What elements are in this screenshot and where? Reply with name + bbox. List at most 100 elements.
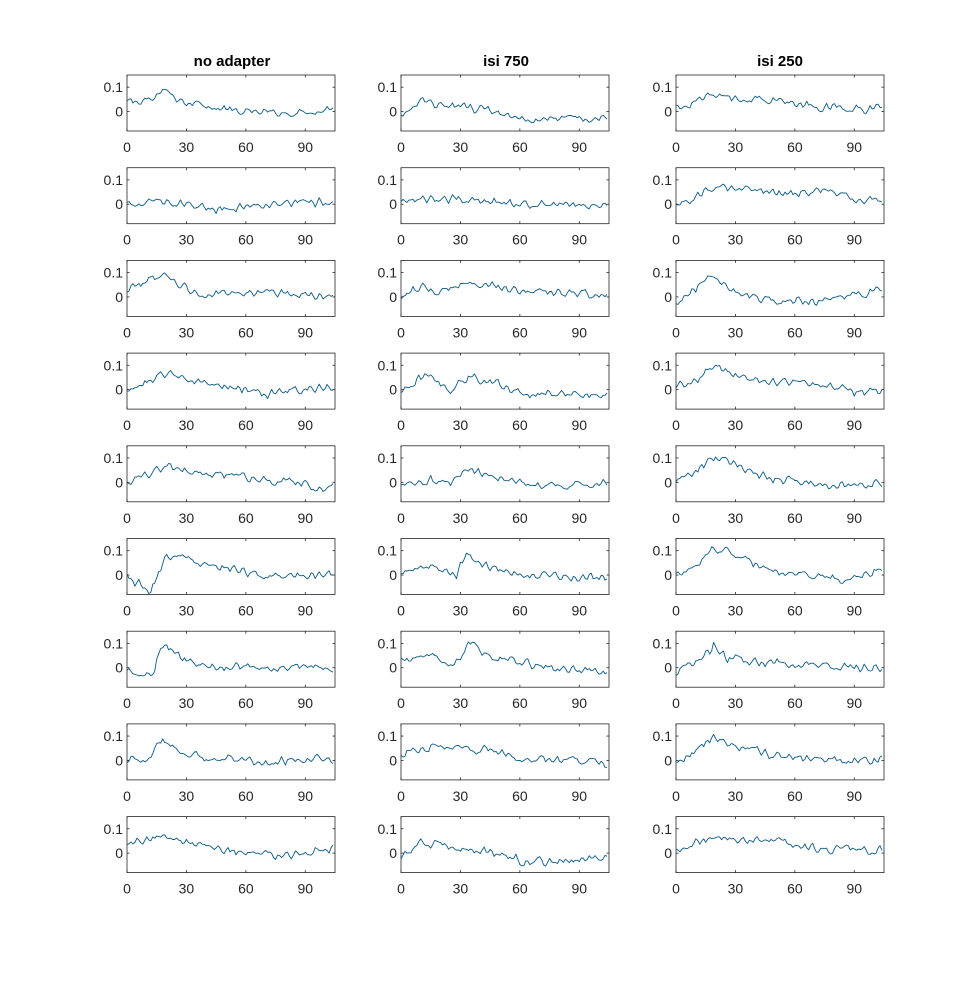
y-tick-label: 0.1 (104, 265, 124, 281)
y-tick-label: 0 (115, 474, 123, 490)
y-tick-label: 0 (115, 660, 123, 676)
x-tick-label: 30 (728, 881, 744, 897)
x-tick-label: 90 (297, 788, 313, 804)
series-trace (400, 281, 608, 300)
x-tick-label: 90 (846, 139, 862, 155)
x-tick-label: 30 (728, 510, 744, 526)
x-tick-label: 90 (571, 788, 587, 804)
subplot-isi-250-row-8: 0 30 60 90 0 0.1 (653, 723, 885, 804)
x-tick-label: 30 (728, 324, 744, 340)
axes-box (675, 74, 885, 132)
y-tick-label: 0 (115, 845, 123, 861)
y-tick-label: 0 (389, 196, 397, 212)
series-trace (126, 463, 334, 492)
y-tick-label: 0.1 (104, 450, 124, 466)
x-tick-label: 60 (512, 232, 528, 248)
x-tick-label: 30 (453, 510, 469, 526)
x-tick-label: 90 (846, 603, 862, 619)
x-tick-label: 60 (512, 881, 528, 897)
x-tick-label: 60 (512, 788, 528, 804)
series-trace (675, 275, 883, 306)
x-tick-label: 30 (179, 417, 195, 433)
series-trace (675, 733, 883, 765)
x-tick-label: 30 (453, 232, 469, 248)
y-tick-label: 0 (389, 660, 397, 676)
column-title-isi-750: isi 750 (483, 53, 529, 70)
x-tick-label: 30 (728, 788, 744, 804)
subplot-isi-250-row-3: 0 30 60 90 0 0.1 (653, 259, 885, 340)
subplot-isi-750-row-9: 0 30 60 90 0 0.1 (378, 816, 610, 897)
y-tick-label: 0.1 (653, 265, 673, 281)
series-trace (675, 183, 883, 206)
x-tick-label: 90 (297, 417, 313, 433)
y-tick-label: 0.1 (653, 728, 673, 744)
x-tick-label: 0 (672, 881, 680, 897)
x-tick-label: 90 (571, 695, 587, 711)
series-trace (400, 641, 608, 675)
x-tick-label: 0 (123, 139, 131, 155)
x-tick-label: 60 (787, 139, 803, 155)
subplot-isi-250-row-6: 0 30 60 90 0 0.1 (653, 538, 885, 619)
y-tick-label: 0 (115, 752, 123, 768)
x-tick-label: 90 (846, 324, 862, 340)
subplot-no-adapter-row-5: 0 30 60 90 0 0.1 (104, 445, 336, 526)
x-tick-label: 90 (297, 603, 313, 619)
x-tick-label: 60 (787, 417, 803, 433)
y-tick-label: 0 (389, 567, 397, 583)
subplot-no-adapter-row-3: 0 30 60 90 0 0.1 (104, 259, 336, 340)
x-tick-label: 0 (123, 881, 131, 897)
x-tick-label: 0 (672, 232, 680, 248)
y-tick-label: 0.1 (653, 821, 673, 837)
x-tick-label: 60 (512, 510, 528, 526)
y-tick-label: 0 (664, 289, 672, 305)
subplot-isi-750-row-5: 0 30 60 90 0 0.1 (378, 445, 610, 526)
x-tick-label: 90 (297, 324, 313, 340)
x-tick-label: 30 (179, 881, 195, 897)
subplot-isi-250-row-2: 0 30 60 90 0 0.1 (653, 167, 885, 248)
x-tick-label: 30 (179, 139, 195, 155)
subplot-isi-250-row-4: 0 30 60 90 0 0.1 (653, 352, 885, 433)
x-tick-label: 30 (728, 139, 744, 155)
y-tick-label: 0.1 (378, 265, 398, 281)
y-tick-label: 0.1 (104, 635, 124, 651)
x-tick-label: 0 (672, 788, 680, 804)
x-tick-label: 90 (297, 695, 313, 711)
subplot-grid: 0 30 60 90 0 0.1 0 30 60 90 0 0.1 0 30 60 90 0 0.1 0 30 60 90… (104, 74, 885, 897)
axes-box (400, 723, 610, 781)
x-tick-label: 60 (512, 324, 528, 340)
x-tick-label: 30 (453, 603, 469, 619)
x-tick-label: 60 (238, 139, 254, 155)
y-tick-label: 0.1 (104, 821, 124, 837)
x-tick-label: 0 (672, 510, 680, 526)
axes-box (126, 538, 336, 595)
series-trace (675, 836, 883, 855)
x-tick-label: 0 (397, 324, 405, 340)
x-tick-label: 30 (728, 232, 744, 248)
x-tick-label: 0 (123, 695, 131, 711)
y-tick-label: 0.1 (378, 79, 398, 95)
axes-box (675, 538, 885, 595)
subplot-isi-750-row-3: 0 30 60 90 0 0.1 (378, 259, 610, 340)
subplot-no-adapter-row-7: 0 30 60 90 0 0.1 (104, 630, 336, 711)
x-tick-label: 90 (297, 139, 313, 155)
x-tick-label: 90 (846, 881, 862, 897)
x-tick-label: 60 (238, 232, 254, 248)
x-tick-label: 0 (672, 417, 680, 433)
series-trace (126, 197, 334, 215)
y-tick-label: 0 (115, 196, 123, 212)
x-tick-label: 30 (453, 788, 469, 804)
axes-box (400, 352, 610, 410)
subplot-isi-250-row-9: 0 30 60 90 0 0.1 (653, 816, 885, 897)
y-tick-label: 0.1 (653, 543, 673, 559)
series-trace (400, 373, 608, 399)
subplot-isi-750-row-6: 0 30 60 90 0 0.1 (378, 538, 610, 619)
axes-box (675, 352, 885, 410)
x-tick-label: 30 (453, 417, 469, 433)
x-tick-label: 90 (571, 881, 587, 897)
axes-box (126, 723, 336, 781)
y-tick-label: 0.1 (653, 635, 673, 651)
subplot-no-adapter-row-1: 0 30 60 90 0 0.1 (104, 74, 336, 155)
subplot-isi-750-row-2: 0 30 60 90 0 0.1 (378, 167, 610, 248)
x-tick-label: 90 (297, 881, 313, 897)
x-tick-label: 0 (397, 603, 405, 619)
